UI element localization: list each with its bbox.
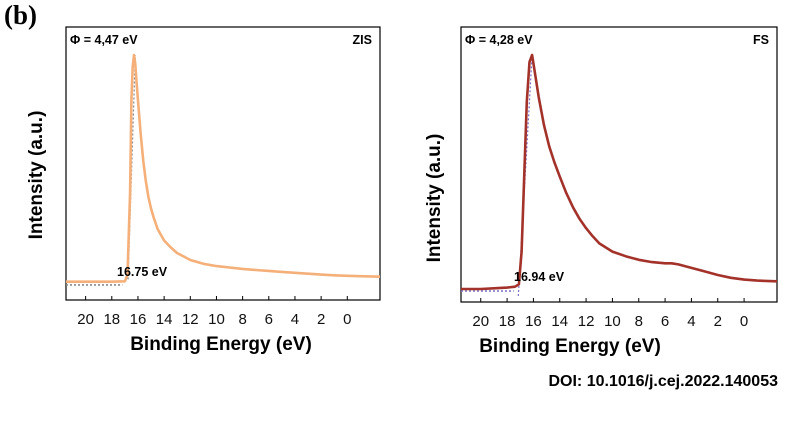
y-axis-title: Intensity (a.u.) [424,134,445,263]
plot-frame [460,26,778,303]
x-tick-label: 4 [687,313,695,330]
work-function-label: Φ = 4,28 eV [465,33,533,47]
x-tick-label: 10 [208,311,225,328]
sample-label: ZIS [353,33,372,47]
x-tick-label: 12 [578,313,595,330]
x-tick-label: 0 [740,313,748,330]
sample-label: FS [753,33,769,47]
x-tick-label: 12 [182,311,199,328]
panel-label: (b) [4,0,37,30]
x-axis-title: Binding Energy (eV) [130,334,312,355]
spectrum-line [66,53,381,284]
x-tick-label: 6 [265,311,273,328]
x-tick-label: 6 [661,313,669,330]
x-tick-label: 4 [291,311,299,328]
x-tick-label: 16 [525,313,542,330]
x-tick-label: 14 [551,313,568,330]
doi-caption: DOI: 10.1016/j.cej.2022.140053 [548,373,778,390]
x-tick-label: 18 [103,311,120,328]
x-tick-label: 8 [635,313,643,330]
work-function-label: Φ = 4,47 eV [70,33,138,47]
x-tick-label: 20 [77,311,94,328]
x-tick-label: 16 [130,311,147,328]
x-tick-label: 18 [499,313,516,330]
spectrum-line [461,53,778,291]
x-tick-label: 10 [604,313,621,330]
cutoff-label: 16.94 eV [514,270,565,284]
x-tick-label: 14 [156,311,173,328]
x-tick-label: 2 [714,313,722,330]
y-axis-title: Intensity (a.u.) [26,111,47,240]
x-tick-label: 20 [472,313,489,330]
x-tick-label: 8 [238,311,246,328]
plot-frame [65,26,381,301]
x-axis-title: Binding Energy (eV) [479,336,661,357]
cutoff-label: 16.75 eV [117,265,168,279]
x-tick-label: 0 [343,311,351,328]
x-tick-label: 2 [317,311,325,328]
